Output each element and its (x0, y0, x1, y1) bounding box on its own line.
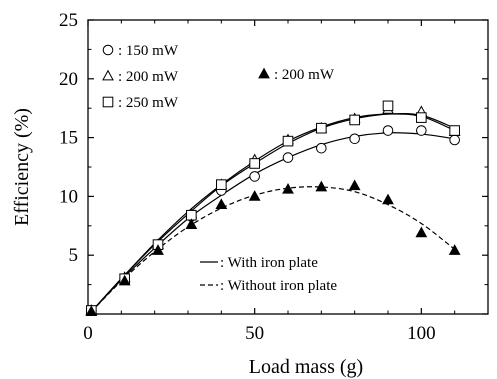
fit-line-dashed-3 (90, 186, 456, 313)
y-tick-label: 5 (69, 245, 79, 266)
y-tick-label: 15 (59, 128, 78, 149)
x-tick-label: 0 (83, 323, 93, 344)
data-point-s0 (316, 142, 327, 154)
data-point-s3 (215, 198, 228, 209)
data-point-s2 (416, 112, 427, 123)
data-point-s3 (382, 193, 394, 205)
data-point-s3 (118, 274, 131, 286)
legend-label: : 200 mW (118, 69, 179, 85)
data-point-s2 (449, 125, 460, 136)
data-point-s0 (282, 152, 294, 163)
legend-marker-3 (258, 67, 270, 79)
legend-label: : 200 mW (274, 67, 335, 83)
x-tick-label: 100 (407, 323, 436, 344)
legend-label: : 250 mW (118, 95, 179, 111)
data-point-s0 (349, 133, 360, 145)
data-point-s3 (185, 218, 198, 229)
axis-ticks: 0 50 100 5 10 15 20 25 (59, 10, 488, 344)
x-axis-label: Load mass (g) (249, 356, 363, 378)
data-point-s2 (249, 158, 260, 169)
fit-line-solid-2 (90, 112, 455, 313)
data-point-s2 (316, 122, 327, 134)
data-point-s2 (349, 114, 360, 126)
x-tick-label: 50 (245, 323, 264, 344)
data-point-s3 (152, 244, 164, 255)
data-point-s3 (315, 180, 328, 192)
legend-label: : 150 mW (118, 43, 179, 59)
legend: : 150 mW : 200 mW : 250 mW : 200 mW (102, 43, 335, 111)
data-point-s0 (416, 125, 427, 136)
key-label: : Without iron plate (220, 278, 337, 294)
data-point-s3 (85, 305, 98, 316)
data-point-s2 (282, 135, 294, 147)
line-style-key: : With iron plate : Without iron plate (200, 255, 337, 294)
y-tick-label: 25 (59, 10, 78, 31)
legend-marker-2 (102, 96, 114, 108)
data-point-s0 (449, 134, 460, 146)
data-point-s2 (382, 100, 394, 112)
data-point-s3 (448, 244, 461, 255)
data-markers (85, 100, 461, 316)
legend-marker-1 (102, 69, 114, 81)
data-point-s3 (248, 190, 261, 201)
data-point-s3 (415, 226, 428, 238)
data-point-s3 (348, 179, 361, 191)
data-point-s2 (216, 179, 227, 190)
key-label: : With iron plate (220, 255, 318, 271)
data-point-s3 (282, 183, 294, 194)
y-tick-label: 10 (59, 186, 78, 207)
data-point-s0 (382, 125, 394, 136)
legend-marker-0 (102, 44, 114, 56)
data-point-s0 (249, 171, 260, 182)
y-tick-label: 20 (59, 69, 78, 90)
y-axis-label: Efficiency (%) (11, 108, 33, 226)
